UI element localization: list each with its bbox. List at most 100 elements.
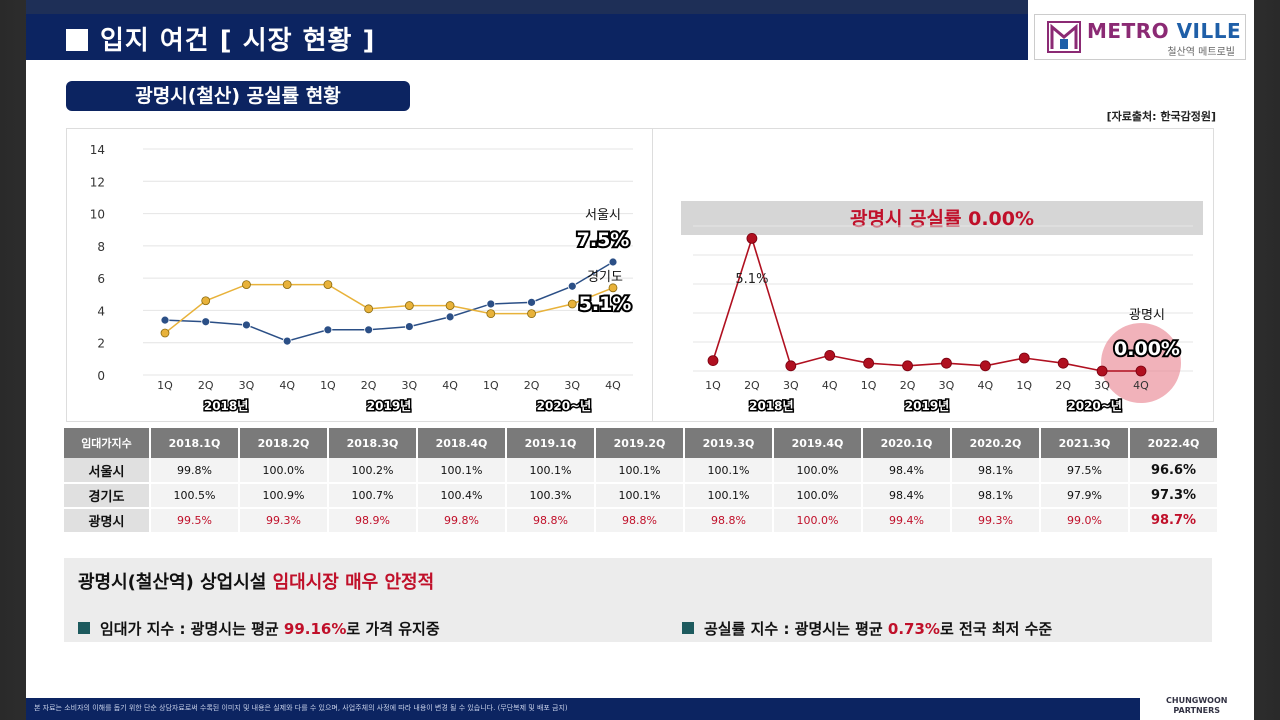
y-tick-label: 12	[90, 175, 105, 189]
data-point	[567, 281, 577, 291]
x-tick-label: 1Q	[705, 379, 721, 392]
series-end-label: 7.5%	[577, 229, 630, 251]
table-cell: 100.1%	[595, 458, 685, 484]
table-header-cell: 2021.3Q	[1040, 428, 1130, 458]
table-cell: 100.1%	[684, 458, 774, 484]
logo-wordmark: METRO VILLE	[1087, 19, 1242, 43]
table-cell: 99.0%	[1040, 508, 1130, 534]
y-tick-label: 10	[90, 208, 105, 222]
data-point	[902, 360, 913, 372]
data-point	[863, 357, 875, 369]
table-cell: 100.1%	[684, 483, 774, 509]
data-point	[941, 357, 952, 369]
slide: 입지 여건 [ 시장 현황 ] METRO VILLE 철산역 메트로빌 광명시…	[26, 0, 1254, 720]
table-cell: 99.5%	[150, 508, 240, 534]
table-header-cell: 2019.4Q	[773, 428, 863, 458]
table-cell: 98.4%	[862, 483, 952, 509]
table-header-cell: 2018.4Q	[417, 428, 507, 458]
footer-bar: 본 자료는 소비자의 이해를 돕기 위한 단순 상담자료로써 수록된 이미지 및…	[26, 698, 1140, 720]
data-point	[486, 299, 496, 309]
footer-disclaimer: 본 자료는 소비자의 이해를 돕기 위한 단순 상담자료로써 수록된 이미지 및…	[34, 704, 568, 712]
data-point	[1096, 365, 1108, 377]
data-point	[323, 325, 333, 335]
x-tick-label: 2Q	[900, 379, 916, 392]
data-point	[979, 360, 991, 372]
table-header-cell: 2019.3Q	[684, 428, 774, 458]
x-tick-label: 3Q	[1094, 379, 1110, 392]
x-tick-label: 4Q	[822, 379, 838, 392]
data-point	[824, 349, 836, 361]
regional-vacancy-chart-panel: 0 2 4 6 8 10 12 14 1Q 2Q 3Q 4Q 1Q 2Q 3Q 4Q 1Q 2Q 3Q 4Q 2018년…	[66, 128, 666, 422]
data-point	[364, 325, 374, 335]
series-name-label: 서울시	[585, 208, 621, 223]
header-bar	[26, 14, 1028, 60]
rent-index-table: 임대가지수 2018.1Q 2018.2Q 2018.3Q 2018.4Q 2019.1Q…	[64, 428, 1219, 534]
data-point	[486, 309, 496, 319]
data-point	[567, 299, 577, 309]
table-cell: 97.5%	[1040, 458, 1130, 484]
table-cell: 98.7%	[1129, 508, 1219, 534]
year-group-label: 2020~년	[1067, 399, 1122, 413]
data-point	[282, 280, 292, 290]
x-tick-label: 1Q	[320, 379, 336, 392]
x-tick-label: 4Q	[605, 379, 621, 392]
x-tick-label: 2Q	[361, 379, 377, 392]
x-tick-label: 1Q	[861, 379, 877, 392]
data-point	[1057, 357, 1069, 369]
table-header-cell: 2018.3Q	[328, 428, 418, 458]
table-cell: 98.9%	[328, 508, 418, 534]
table-header-cell: 2019.2Q	[595, 428, 685, 458]
table-cell: 100.1%	[595, 483, 685, 509]
x-tick-label: 2Q	[524, 379, 540, 392]
summary-bullet-vacancy: 공실률 지수 : 광명시는 평균 0.73%로 전국 최저 수준	[682, 618, 1052, 639]
table-cell: 100.1%	[417, 458, 507, 484]
table-body: 서울시 99.8% 100.0% 100.2% 100.1% 100.1% 100.1% 10…	[64, 458, 1219, 534]
series-name-label: 광명시	[1129, 308, 1165, 323]
table-cell: 100.0%	[773, 458, 863, 484]
data-point	[323, 280, 333, 290]
highlight-circle	[1101, 323, 1181, 403]
chart-title-banner	[681, 201, 1203, 235]
y-tick-label: 6	[97, 272, 105, 286]
table-cell: 100.0%	[773, 508, 863, 534]
data-point	[527, 309, 536, 319]
data-point	[282, 336, 292, 346]
table-header-cell: 2022.4Q	[1129, 428, 1219, 458]
data-point	[445, 301, 455, 310]
series-line	[712, 235, 1141, 372]
x-tick-label: 4Q	[279, 379, 295, 392]
x-tick-label: 2Q	[1055, 379, 1071, 392]
y-tick-label: 8	[97, 240, 105, 254]
table-cell: 97.9%	[1040, 483, 1130, 509]
table-cell: 100.0%	[773, 483, 863, 509]
summary-title: 광명시(철산역) 상업시설 임대시장 매우 안정적	[78, 572, 435, 593]
series-name-label: 경기도	[587, 270, 623, 285]
table-cell: 100.7%	[328, 483, 418, 509]
series-end-label: 0.00%	[1114, 338, 1180, 360]
x-tick-label: 1Q	[157, 379, 173, 392]
data-point	[201, 317, 211, 327]
data-point	[1135, 365, 1147, 377]
data-point	[404, 301, 414, 310]
data-point	[364, 304, 374, 314]
data-point	[527, 297, 536, 307]
table-cell: 99.3%	[239, 508, 329, 534]
page-title: 입지 여건 [ 시장 현황 ]	[66, 20, 375, 57]
table-row: 서울시 99.8% 100.0% 100.2% 100.1% 100.1% 100.1% 10…	[64, 458, 1219, 484]
table-row-label: 경기도	[64, 483, 151, 509]
chart-title: 광명시 공실률 0.00%	[850, 208, 1034, 230]
table-cell: 98.1%	[951, 483, 1041, 509]
data-point	[445, 312, 455, 322]
table-header-cell: 2018.2Q	[239, 428, 329, 458]
table-row: 광명시 99.5% 99.3% 98.9% 99.8% 98.8% 98.8% 98.8% 10…	[64, 508, 1219, 534]
x-tick-label: 4Q	[978, 379, 994, 392]
year-group-label: 2019년	[367, 399, 411, 413]
table-header-label: 임대가지수	[64, 428, 151, 458]
table-row-label: 광명시	[64, 508, 151, 534]
y-tick-label: 4	[97, 304, 105, 318]
table-cell: 100.2%	[328, 458, 418, 484]
y-tick-label: 14	[90, 143, 105, 157]
x-tick-label: 1Q	[483, 379, 499, 392]
series-end-label: 5.1%	[579, 293, 632, 315]
table-cell: 100.3%	[506, 483, 596, 509]
